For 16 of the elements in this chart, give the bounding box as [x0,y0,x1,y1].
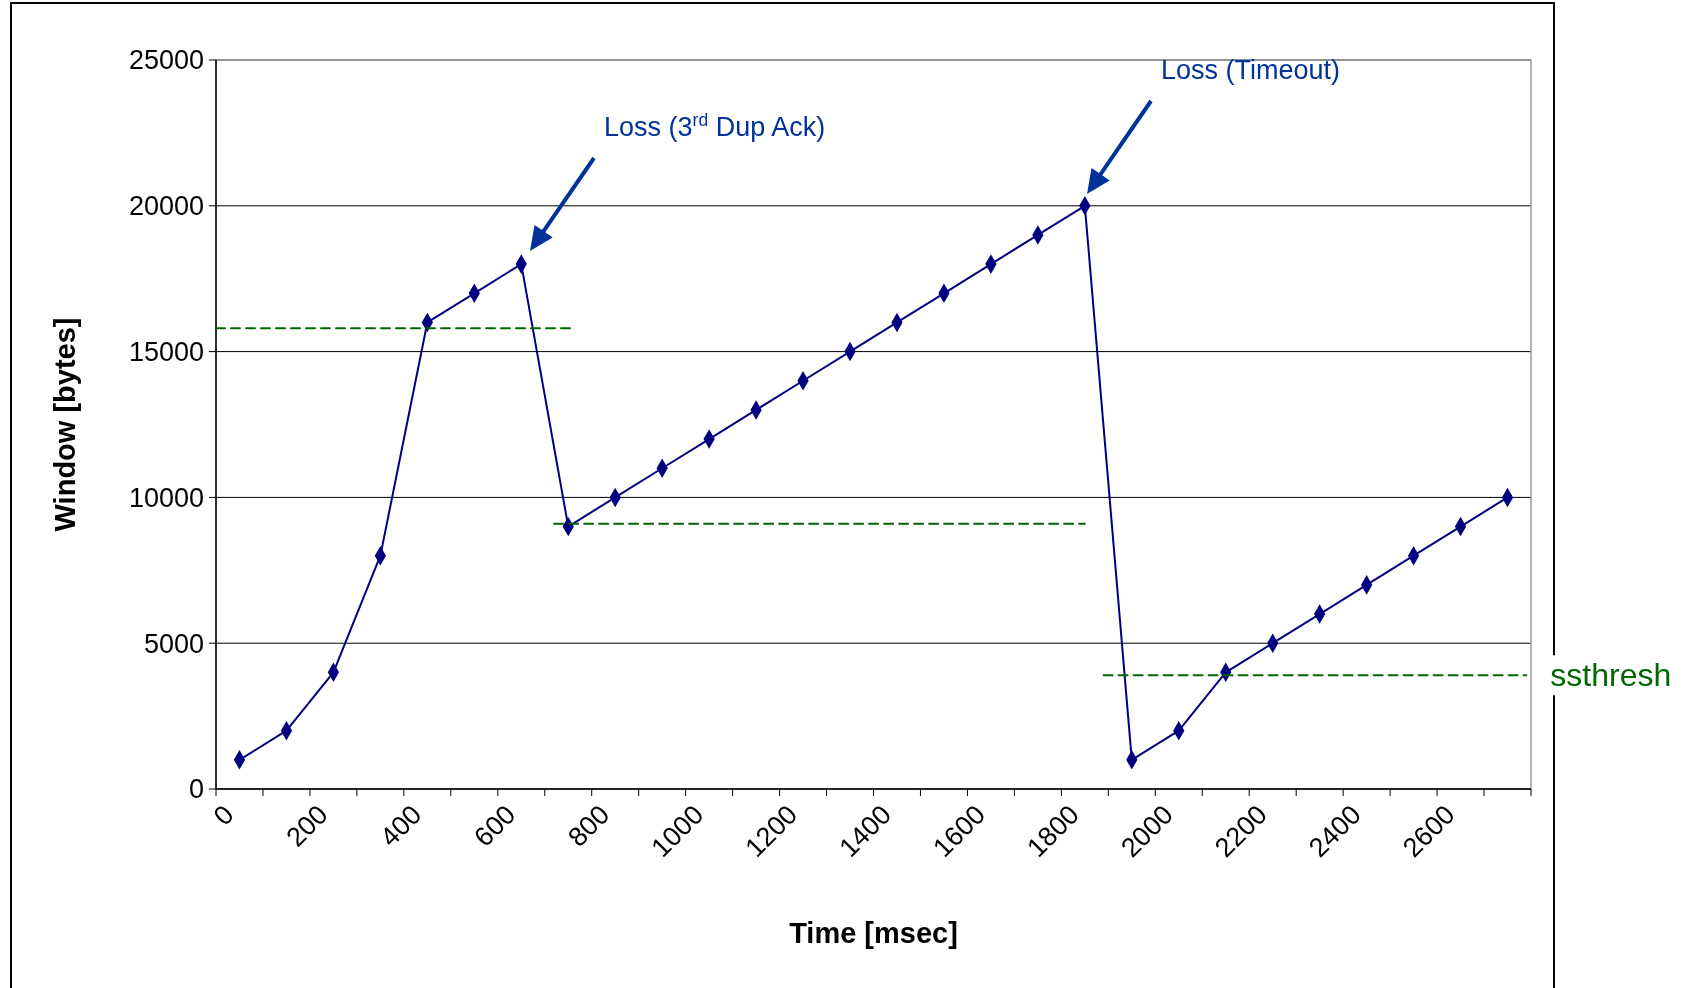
x-tick-label: 0 [207,799,240,832]
y-tick-label: 25000 [128,45,204,76]
x-tick-label: 200 [280,799,334,853]
annotation: Loss (Timeout) [1161,55,1341,85]
x-axis-title: Time [msec] [789,917,958,949]
y-axis-title: Window [bytes] [49,317,81,532]
y-tick-label: 0 [188,774,204,805]
x-tick-label: 400 [374,799,428,853]
x-tick-label: 800 [562,799,616,853]
series-label: ssthresh [1550,657,1672,694]
y-tick-label: 20000 [128,191,204,222]
annotation: Loss (3$^{rd}$ Dup Ack) [604,110,826,142]
y-tick-label: 15000 [128,337,204,368]
y-tick-label: 5000 [143,628,204,659]
y-tick-label: 10000 [128,482,204,513]
x-tick-label: 600 [468,799,522,853]
